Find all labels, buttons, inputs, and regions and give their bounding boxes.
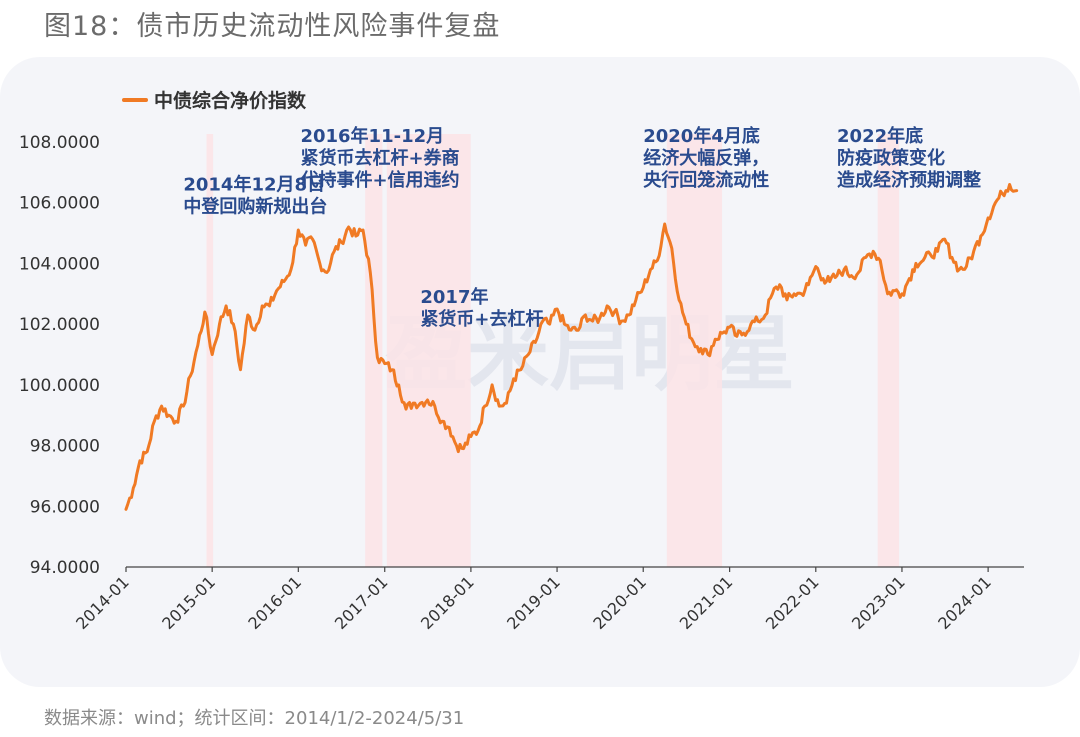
y-tick-label-3: 102.0000 xyxy=(19,315,100,335)
annotation-4-line-0: 2022年底 xyxy=(837,125,923,147)
x-tick-label-3: 2017-01 xyxy=(331,572,392,633)
y-tick-label-4: 100.0000 xyxy=(19,376,100,396)
x-tick-label-5: 2019-01 xyxy=(503,572,564,633)
x-tick-label-6: 2020-01 xyxy=(589,572,650,633)
annotation-4-line-2: 造成经济预期调整 xyxy=(837,169,981,191)
y-axis: 108.0000 106.0000 104.0000 102.0000 100.0000… xyxy=(19,133,100,578)
series-group xyxy=(124,183,1019,511)
x-tick-label-10: 2024-01 xyxy=(934,572,995,633)
y-tick-label-6: 96.0000 xyxy=(30,497,100,517)
y-tick-label-5: 98.0000 xyxy=(30,437,100,457)
annotation-3-line-2: 央行回笼流动性 xyxy=(643,169,769,191)
x-tick-label-7: 2021-01 xyxy=(676,572,737,633)
legend-label: 中债综合净价指数 xyxy=(154,90,307,112)
annotation-1-line-2: 代持事件+信用违约 xyxy=(299,169,459,191)
x-tick-label-9: 2023-01 xyxy=(848,572,909,633)
shaded-period-3 xyxy=(666,134,723,567)
y-tick-label-0: 108.0000 xyxy=(19,133,100,153)
source-note: 数据来源：wind；统计区间：2014/1/2-2024/5/31 xyxy=(44,708,465,729)
y-tick-label-2: 104.0000 xyxy=(19,254,100,274)
x-tick-label-1: 2015-01 xyxy=(158,572,219,633)
legend: 中债综合净价指数 xyxy=(122,86,306,113)
shaded-period-4 xyxy=(877,134,900,567)
series-line-0 xyxy=(124,183,1019,511)
x-tick-label-2: 2016-01 xyxy=(244,572,305,633)
annotation-0-line-1: 中登回购新规出台 xyxy=(183,196,327,218)
annotation-3-line-0: 2020年4月底 xyxy=(643,125,760,147)
legend-swatch xyxy=(122,97,148,102)
annotation-3-line-1: 经济大幅反弹， xyxy=(643,147,769,169)
shaded-period-2 xyxy=(386,134,471,567)
y-tick-label-7: 94.0000 xyxy=(30,558,100,578)
annotation-1-line-0: 2016年11-12月 xyxy=(300,125,444,147)
x-tick-label-0: 2014-01 xyxy=(72,572,133,633)
shaded-periods xyxy=(206,134,900,567)
x-axis: 2014-01 2015-01 2016-01 2017-01 2018-01 2019-… xyxy=(72,566,1024,633)
annotation-0-line-0: 2014年12月8日 xyxy=(183,174,325,196)
shaded-period-1 xyxy=(365,134,383,567)
annotation-2-line-0: 2017年 xyxy=(420,286,488,308)
x-tick-label-8: 2022-01 xyxy=(762,572,823,633)
annotation-2-line-1: 紧货币+去杠杆 xyxy=(420,308,543,330)
figure-title: 图18：债市历史流动性风险事件复盘 xyxy=(44,11,501,42)
y-tick-label-1: 106.0000 xyxy=(19,194,100,214)
annotation-1-line-1: 紧货币去杠杆+券商 xyxy=(300,147,459,169)
x-tick-label-4: 2018-01 xyxy=(417,572,478,633)
annotation-4-line-1: 防疫政策变化 xyxy=(837,147,945,169)
chart-panel xyxy=(0,57,1080,687)
